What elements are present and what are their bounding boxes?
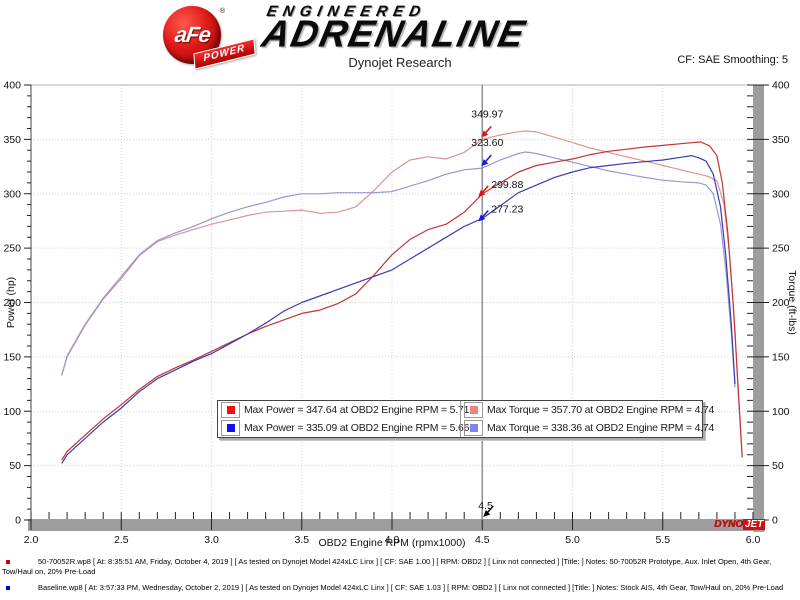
curve-baseline-power	[61, 155, 736, 464]
intake-power-swatch	[226, 406, 235, 414]
svg-text:100: 100	[772, 406, 790, 418]
right-axis-ticks	[747, 84, 769, 521]
baseline-power-swatch	[226, 424, 235, 432]
dynojet-research-subtitle: Dynojet Research	[348, 55, 452, 70]
cursor-x-label: 4.5	[478, 500, 493, 512]
legend-item-baseline-power: Max Power = 335.09 at OBD2 Engine RPM = …	[218, 419, 469, 437]
readout-baseline-power: 277.23	[491, 204, 523, 216]
legend-item-baseline-torque: Max Torque = 338.36 at OBD2 Engine RPM =…	[461, 419, 714, 437]
run-bullet-blue	[6, 586, 10, 590]
legend-label: Max Power = 335.09 at OBD2 Engine RPM = …	[244, 422, 470, 434]
run-info-baseline: Baseline.wp8 [ At: 3:57:33 PM, Wednesday…	[2, 583, 798, 593]
dynojet-watermark-jet: JET	[742, 519, 766, 530]
svg-text:2.0: 2.0	[24, 534, 39, 546]
svg-text:50: 50	[772, 460, 784, 472]
x-axis-labels: 2.0 2.5 3.0 3.5 4.0 4.5 5.0 5.5 6.0	[24, 534, 761, 546]
svg-text:4.0: 4.0	[385, 534, 400, 546]
svg-text:50: 50	[9, 460, 21, 472]
svg-text:250: 250	[772, 243, 790, 255]
svg-text:4.5: 4.5	[475, 534, 490, 546]
svg-text:5.5: 5.5	[655, 534, 670, 546]
x-axis-title: OBD2 Engine RPM (rpmx1000)	[318, 537, 465, 549]
legend-item-intake-torque: Max Torque = 357.70 at OBD2 Engine RPM =…	[461, 401, 714, 419]
legend-swatch-box	[221, 420, 240, 436]
svg-text:300: 300	[3, 188, 21, 200]
registered-mark-icon: ®	[219, 8, 225, 15]
run-info-footer: 50-70052R.wp8 [ At: 8:35:51 AM, Friday, …	[2, 557, 798, 599]
bottom-axis-band	[28, 519, 765, 531]
svg-text:100: 100	[3, 406, 21, 418]
svg-text:6.0: 6.0	[746, 534, 761, 546]
run-info-intake: 50-70052R.wp8 [ At: 8:35:51 AM, Friday, …	[2, 557, 798, 577]
run-info-text: Baseline.wp8 [ At: 3:57:33 PM, Wednesday…	[38, 583, 784, 592]
afe-power-logo: aFe ® POWER	[163, 4, 268, 72]
legend-power-column: Max Power = 347.64 at OBD2 Engine RPM = …	[218, 401, 469, 437]
readout-intake-torque: 349.97	[471, 108, 503, 120]
curve-baseline-torque	[61, 151, 736, 388]
legend-swatch-box	[464, 402, 483, 418]
svg-text:400: 400	[772, 80, 790, 92]
svg-text:2.5: 2.5	[114, 534, 129, 546]
x-axis-ticks	[30, 512, 754, 530]
right-axis-band	[753, 85, 764, 532]
legend-item-intake-power: Max Power = 347.64 at OBD2 Engine RPM = …	[218, 401, 469, 419]
svg-text:300: 300	[772, 188, 790, 200]
intake-torque-swatch	[469, 406, 478, 414]
left-axis-ticks	[24, 84, 31, 521]
cursor-arrow-head	[478, 189, 486, 197]
svg-text:350: 350	[772, 134, 790, 146]
svg-text:350: 350	[3, 134, 21, 146]
curve-intake-torque	[61, 130, 743, 459]
right-axis-title: Torque (ft-lbs)	[786, 270, 798, 335]
readout-baseline-torque: 323.60	[471, 137, 503, 149]
legend-label: Max Torque = 338.36 at OBD2 Engine RPM =…	[487, 422, 715, 434]
cursor-arrow-head	[478, 214, 486, 222]
legend-swatch-box	[221, 402, 240, 418]
readout-intake-power: 299.88	[491, 179, 523, 191]
legend-label: Max Power = 347.64 at OBD2 Engine RPM = …	[244, 404, 470, 416]
cursor-arrow-head	[481, 159, 489, 167]
baseline-torque-swatch	[469, 424, 478, 432]
curve-intake-power	[61, 141, 743, 461]
run-bullet-red	[6, 560, 10, 564]
legend-label: Max Torque = 357.70 at OBD2 Engine RPM =…	[487, 404, 715, 416]
svg-text:3.5: 3.5	[294, 534, 309, 546]
svg-text:400: 400	[3, 80, 21, 92]
cursor-arrow-head	[483, 510, 491, 517]
svg-text:0: 0	[15, 515, 21, 527]
cf-smoothing-label: CF: SAE Smoothing: 5	[677, 54, 788, 66]
svg-text:3.0: 3.0	[204, 534, 219, 546]
svg-text:150: 150	[3, 351, 21, 363]
right-axis-labels: 0 50 100 150 200 250 300 350 400	[772, 80, 790, 527]
legend-box[interactable]: Max Power = 347.64 at OBD2 Engine RPM = …	[217, 400, 714, 438]
gridlines	[31, 85, 753, 520]
cursor-arrow-head	[481, 130, 489, 138]
svg-text:200: 200	[772, 297, 790, 309]
svg-text:250: 250	[3, 243, 21, 255]
legend-torque-column: Max Torque = 357.70 at OBD2 Engine RPM =…	[460, 401, 714, 437]
run-info-text: 50-70052R.wp8 [ At: 8:35:51 AM, Friday, …	[2, 557, 772, 576]
svg-text:5.0: 5.0	[565, 534, 580, 546]
legend-swatch-box	[464, 420, 483, 436]
svg-text:0: 0	[772, 515, 778, 527]
svg-text:150: 150	[772, 351, 790, 363]
dynojet-watermark: DYNO JET	[714, 518, 766, 531]
left-axis-title: Power (hp)	[5, 277, 17, 328]
dynojet-watermark-dyno: DYNO	[714, 519, 743, 530]
left-axis-labels: 0 50 100 150 200 250 300 350 400	[3, 80, 21, 527]
svg-text:200: 200	[3, 297, 21, 309]
